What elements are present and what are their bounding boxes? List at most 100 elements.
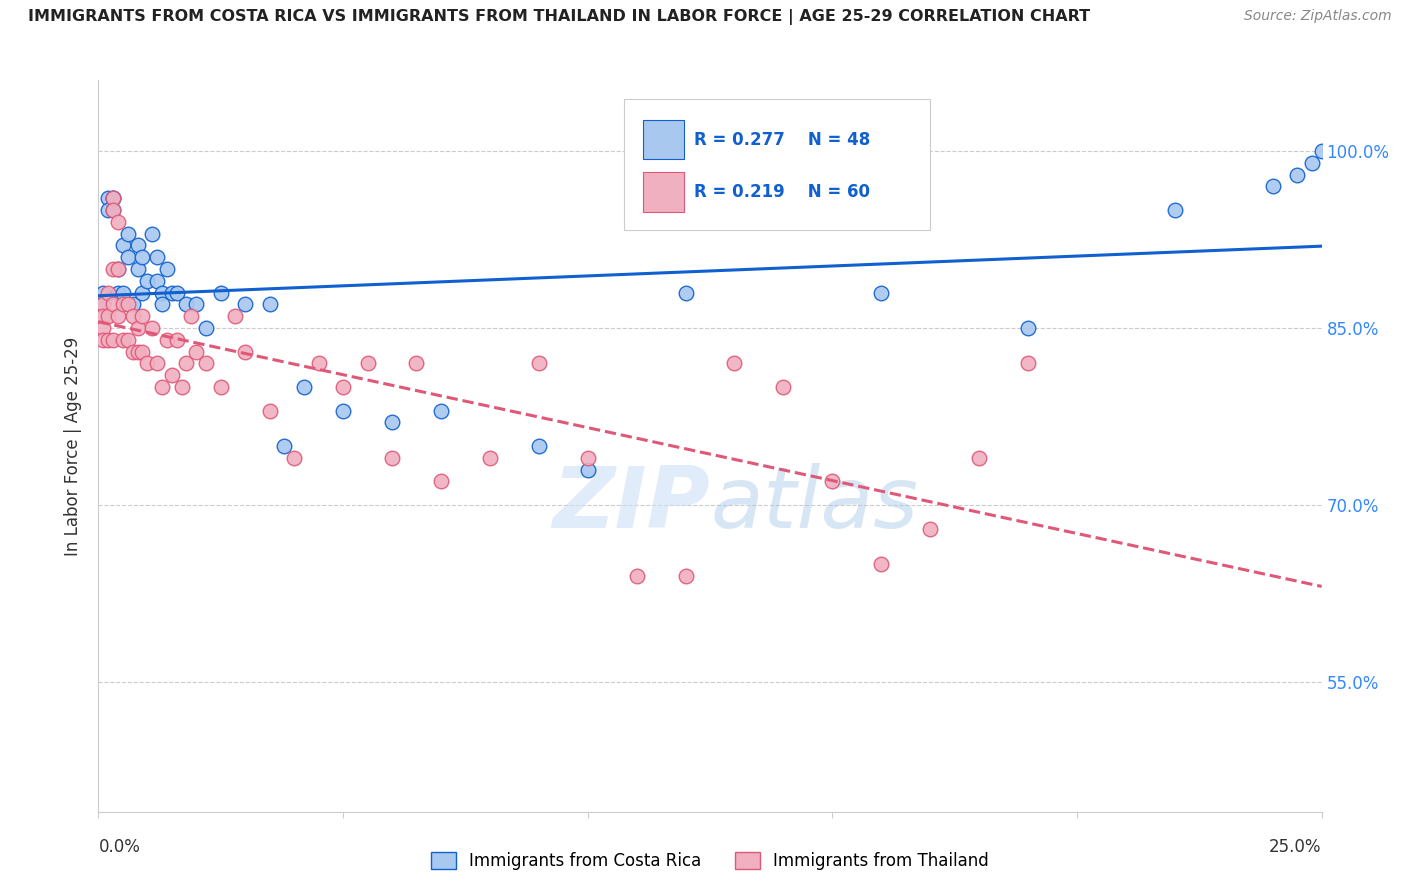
Point (527, 439, 550, 453)
Point (1301, 156, 1323, 170)
Text: R = 0.219    N = 60: R = 0.219 N = 60 (695, 183, 870, 201)
Point (111, 238, 134, 252)
Point (166, 333, 188, 347)
Point (870, 285, 893, 300)
Point (117, 250, 139, 264)
Point (127, 321, 149, 335)
Point (136, 356, 159, 370)
Point (1310, 144, 1333, 158)
Point (186, 344, 208, 359)
Point (1017, 321, 1039, 335)
Point (150, 297, 173, 311)
Point (259, 403, 281, 417)
Point (91, 333, 114, 347)
Point (332, 380, 354, 394)
Point (180, 310, 202, 324)
Point (121, 297, 143, 311)
FancyBboxPatch shape (643, 120, 685, 160)
Point (117, 333, 139, 347)
Point (772, 380, 794, 394)
Point (136, 274, 159, 288)
FancyBboxPatch shape (624, 99, 931, 230)
Point (91, 297, 114, 311)
Legend: Immigrants from Costa Rica, Immigrants from Thailand: Immigrants from Costa Rica, Immigrants f… (425, 845, 995, 877)
Point (101, 191, 124, 205)
Text: R = 0.277    N = 48: R = 0.277 N = 48 (695, 130, 870, 149)
Point (283, 450, 305, 465)
Point (478, 450, 501, 465)
Point (821, 475, 844, 489)
Point (111, 333, 134, 347)
Point (160, 285, 183, 300)
Point (131, 310, 153, 324)
Point (233, 297, 256, 311)
Point (127, 238, 149, 252)
Point (117, 227, 139, 241)
Point (131, 285, 153, 300)
Point (97, 310, 120, 324)
Point (146, 356, 169, 370)
Text: IMMIGRANTS FROM COSTA RICA VS IMMIGRANTS FROM THAILAND IN LABOR FORCE | AGE 25-2: IMMIGRANTS FROM COSTA RICA VS IMMIGRANTS… (28, 9, 1090, 25)
Point (920, 522, 942, 536)
Point (170, 380, 193, 394)
Point (356, 356, 378, 370)
Point (107, 285, 129, 300)
Point (107, 215, 129, 229)
Point (1017, 356, 1039, 370)
Point (141, 321, 163, 335)
Point (332, 403, 354, 417)
Point (101, 262, 124, 277)
Point (626, 568, 648, 582)
Point (195, 321, 218, 335)
Point (97, 191, 120, 205)
Point (101, 297, 124, 311)
Y-axis label: In Labor Force | Age 25-29: In Labor Force | Age 25-29 (65, 336, 83, 556)
Point (308, 356, 330, 370)
Point (101, 333, 124, 347)
Point (209, 380, 232, 394)
Point (131, 250, 153, 264)
Point (91, 297, 114, 311)
Point (576, 450, 599, 465)
Point (91, 285, 114, 300)
Point (405, 356, 427, 370)
Text: 25.0%: 25.0% (1270, 838, 1322, 856)
Text: ZIP: ZIP (553, 463, 710, 546)
Point (141, 227, 163, 241)
Point (675, 285, 697, 300)
Point (292, 380, 315, 394)
Point (430, 403, 453, 417)
Point (117, 297, 139, 311)
Point (146, 274, 169, 288)
Point (430, 475, 453, 489)
Point (97, 285, 120, 300)
Point (156, 333, 179, 347)
Point (150, 380, 173, 394)
FancyBboxPatch shape (643, 172, 685, 211)
Point (107, 262, 129, 277)
Point (111, 297, 134, 311)
Point (150, 285, 173, 300)
Point (156, 262, 179, 277)
Point (186, 297, 208, 311)
Text: Source: ZipAtlas.com: Source: ZipAtlas.com (1244, 9, 1392, 23)
Point (1261, 179, 1284, 194)
Point (127, 262, 149, 277)
Point (273, 439, 295, 453)
Point (97, 202, 120, 217)
Point (1164, 202, 1187, 217)
Point (381, 450, 404, 465)
Point (967, 450, 990, 465)
Point (675, 568, 697, 582)
Point (195, 356, 218, 370)
Point (527, 356, 550, 370)
Point (101, 202, 124, 217)
Point (111, 285, 134, 300)
Point (101, 191, 124, 205)
Point (146, 250, 169, 264)
Point (131, 344, 153, 359)
Point (121, 344, 143, 359)
Point (166, 285, 188, 300)
Point (160, 368, 183, 383)
Point (97, 333, 120, 347)
